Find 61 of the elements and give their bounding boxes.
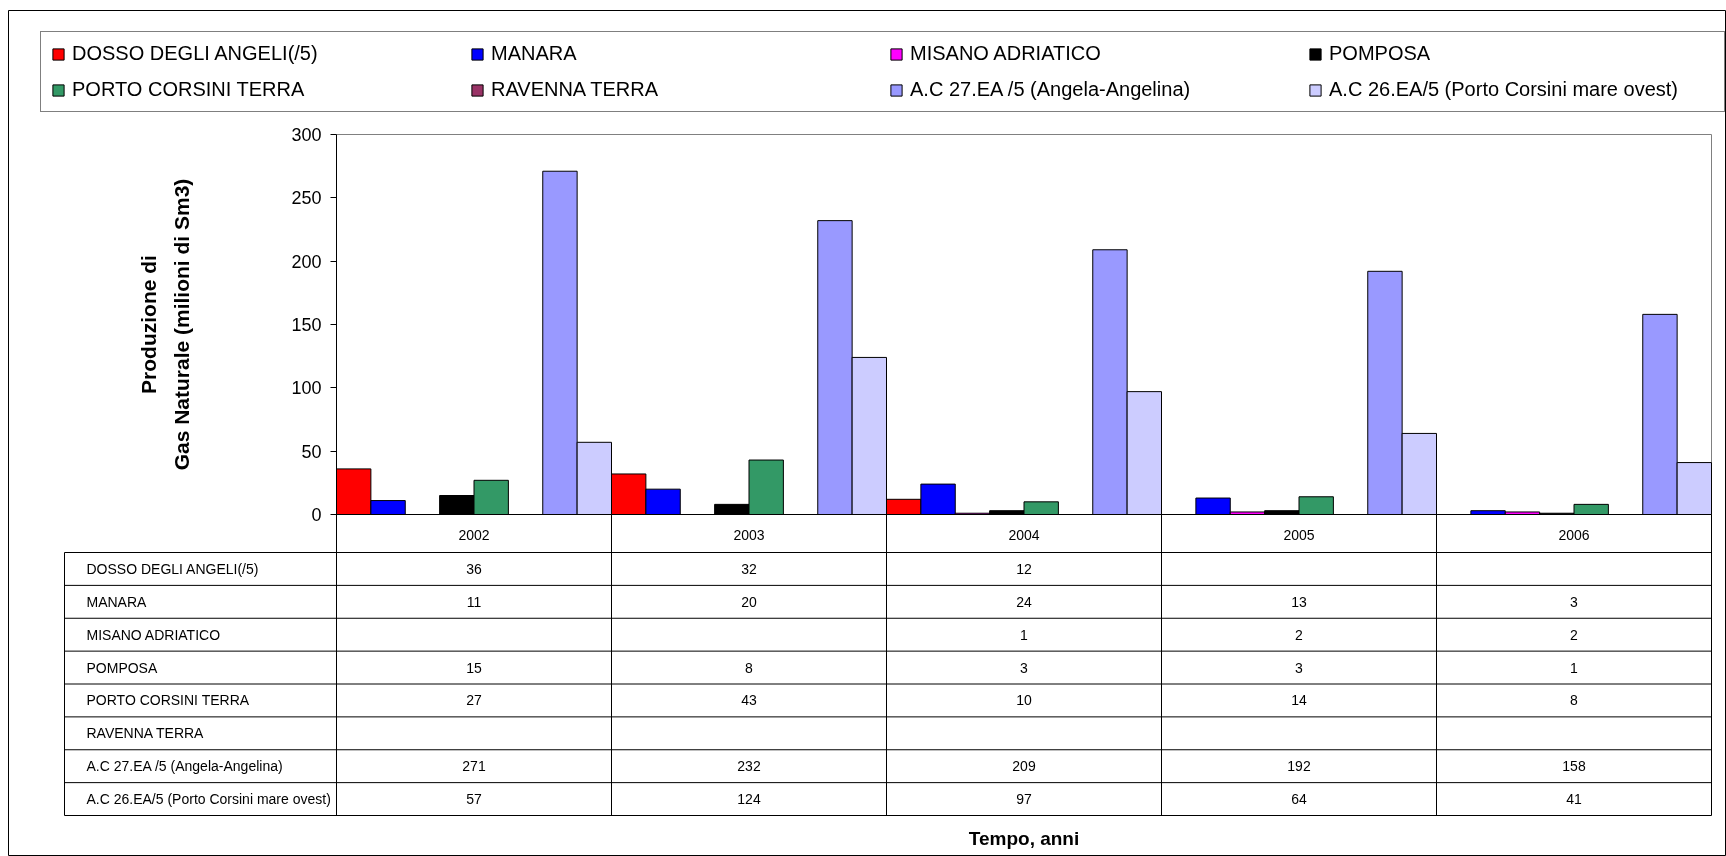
text: A.C 27.EA /5 (Angela-Angelina): [86, 758, 283, 775]
data-label: 271: [462, 758, 486, 775]
y-tick-label: 0: [311, 505, 322, 525]
legend-label: MANARA: [491, 42, 578, 65]
data-label: 12: [1016, 560, 1032, 577]
legend-label: MISANO ADRIATICO: [910, 42, 1102, 65]
data-label: 14: [1291, 692, 1307, 709]
data-label: 3: [1020, 659, 1029, 676]
y-axis-title: Produzione di Gas Naturale (milioni di Sm3): [137, 178, 194, 471]
data-label: 8: [1570, 692, 1579, 709]
data-label: 36: [466, 560, 482, 577]
data-label: 64: [1291, 791, 1307, 808]
data-label: 20: [741, 593, 757, 610]
data-label: 158: [1562, 758, 1586, 775]
text: Tempo, anni: [968, 828, 1080, 849]
data-label: 15: [466, 659, 482, 676]
text: MANARA: [86, 593, 147, 610]
x-tick-label: 2002: [458, 526, 490, 543]
data-label: 232: [737, 758, 761, 775]
y-tick-label: 150: [291, 315, 322, 335]
x-tick-label: 2005: [1283, 526, 1315, 543]
data-label: 57: [466, 791, 482, 808]
y-tick-label: 300: [291, 125, 322, 145]
data-label: 41: [1566, 791, 1582, 808]
text: MISANO ADRIATICO: [86, 626, 221, 643]
legend-label: PORTO CORSINI TERRA: [72, 78, 306, 101]
data-label: 43: [741, 692, 757, 709]
text: DOSSO DEGLI ANGELI(/5): [86, 560, 259, 577]
data-label: 2: [1570, 626, 1579, 643]
data-label: 8: [745, 659, 754, 676]
data-label: 209: [1012, 758, 1036, 775]
legend-label: POMPOSA: [1329, 42, 1432, 65]
data-label: 192: [1287, 758, 1311, 775]
data-label: 24: [1016, 593, 1032, 610]
y-tick-label: 250: [291, 188, 322, 209]
text: RAVENNA TERRA: [86, 725, 204, 742]
data-label: 97: [1016, 791, 1032, 808]
legend-label: DOSSO DEGLI ANGELI(/5): [72, 42, 319, 65]
x-tick-label: 2003: [733, 526, 765, 543]
legend-label: RAVENNA TERRA: [491, 78, 660, 101]
legend-label: A.C 26.EA/5 (Porto Corsini mare ovest): [1329, 78, 1679, 101]
y-tick-label: 50: [301, 441, 322, 462]
data-label: 1: [1020, 626, 1029, 643]
y-tick-label: 200: [291, 251, 322, 272]
text: A.C 26.EA/5 (Porto Corsini mare ovest): [86, 791, 331, 808]
data-label: 124: [737, 791, 761, 808]
y-tick-label: 100: [291, 378, 322, 399]
x-tick-label: 2004: [1008, 526, 1040, 543]
text: PORTO CORSINI TERRA: [86, 692, 250, 709]
data-label: 11: [466, 593, 482, 610]
data-label: 27: [466, 692, 482, 709]
data-label: 2: [1295, 626, 1304, 643]
data-label: 32: [741, 560, 757, 577]
data-label: 3: [1295, 659, 1304, 676]
data-label: 1: [1570, 659, 1579, 676]
x-tick-label: 2006: [1558, 526, 1590, 543]
data-label: 3: [1570, 593, 1579, 610]
legend-label: A.C 27.EA /5 (Angela-Angelina): [910, 78, 1192, 101]
text: POMPOSA: [86, 659, 158, 676]
data-label: 10: [1016, 692, 1032, 709]
data-label: 13: [1291, 593, 1307, 610]
